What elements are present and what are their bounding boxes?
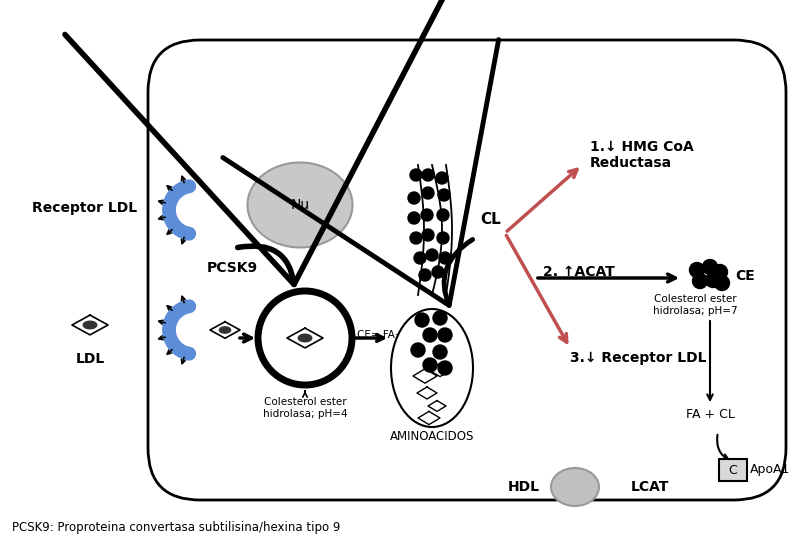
Text: LDL: LDL	[75, 352, 104, 366]
Text: FA + CL: FA + CL	[685, 408, 735, 422]
Circle shape	[714, 275, 730, 291]
Circle shape	[438, 361, 452, 375]
Ellipse shape	[248, 163, 352, 247]
Circle shape	[423, 358, 437, 372]
Circle shape	[422, 229, 434, 241]
Circle shape	[436, 172, 448, 184]
Text: CL: CL	[480, 213, 501, 227]
Ellipse shape	[551, 468, 599, 506]
Circle shape	[693, 273, 707, 288]
Circle shape	[419, 269, 431, 281]
Circle shape	[438, 189, 450, 201]
Text: 3.↓ Receptor LDL: 3.↓ Receptor LDL	[570, 351, 706, 365]
Circle shape	[437, 209, 449, 221]
Circle shape	[433, 311, 447, 325]
Text: Receptor LDL: Receptor LDL	[32, 201, 138, 215]
Circle shape	[433, 345, 447, 359]
FancyBboxPatch shape	[148, 40, 786, 500]
Circle shape	[426, 249, 438, 261]
Text: ApoA1: ApoA1	[750, 463, 791, 476]
FancyArrowPatch shape	[65, 0, 450, 285]
Text: Colesterol ester
hidrolasa; pH=7: Colesterol ester hidrolasa; pH=7	[653, 294, 737, 316]
Circle shape	[706, 273, 721, 287]
Circle shape	[437, 232, 449, 244]
Circle shape	[421, 209, 433, 221]
Circle shape	[432, 266, 444, 278]
FancyBboxPatch shape	[719, 459, 747, 481]
Circle shape	[439, 252, 451, 264]
Text: AMINOACIDOS: AMINOACIDOS	[390, 430, 474, 443]
Text: PCSK9: Proproteina convertasa subtilisina/hexina tipo 9: PCSK9: Proproteina convertasa subtilisin…	[12, 522, 340, 535]
Circle shape	[415, 313, 429, 327]
Text: Nu: Nu	[291, 198, 309, 212]
Circle shape	[713, 265, 727, 280]
Circle shape	[438, 328, 452, 342]
Circle shape	[423, 328, 437, 342]
Text: C: C	[729, 463, 737, 476]
FancyArrowPatch shape	[223, 39, 499, 306]
Text: CE= FA+CL: CE= FA+CL	[357, 330, 416, 340]
Circle shape	[410, 169, 422, 181]
Ellipse shape	[391, 309, 473, 427]
Text: PCSK9: PCSK9	[207, 261, 258, 275]
Circle shape	[422, 187, 434, 199]
Circle shape	[408, 192, 420, 204]
Ellipse shape	[298, 334, 312, 342]
Ellipse shape	[220, 327, 231, 333]
Circle shape	[414, 252, 426, 264]
Text: LCAT: LCAT	[631, 480, 669, 494]
Text: 1.↓ HMG CoA
Reductasa: 1.↓ HMG CoA Reductasa	[590, 140, 693, 170]
Text: Colesterol ester
hidrolasa; pH=4: Colesterol ester hidrolasa; pH=4	[262, 397, 347, 419]
Circle shape	[258, 291, 352, 385]
Circle shape	[411, 343, 425, 357]
Ellipse shape	[83, 321, 96, 329]
Circle shape	[702, 260, 718, 274]
Circle shape	[689, 262, 705, 278]
Circle shape	[422, 169, 434, 181]
Circle shape	[408, 212, 420, 224]
Text: CE: CE	[735, 269, 755, 283]
Text: 2. ↑ACAT: 2. ↑ACAT	[543, 265, 615, 279]
Text: HDL: HDL	[508, 480, 540, 494]
Circle shape	[410, 232, 422, 244]
